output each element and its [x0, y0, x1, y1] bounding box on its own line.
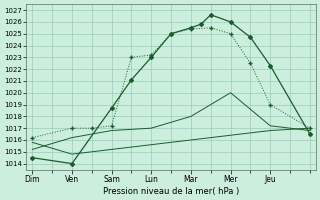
X-axis label: Pression niveau de la mer( hPa ): Pression niveau de la mer( hPa ) [103, 187, 239, 196]
